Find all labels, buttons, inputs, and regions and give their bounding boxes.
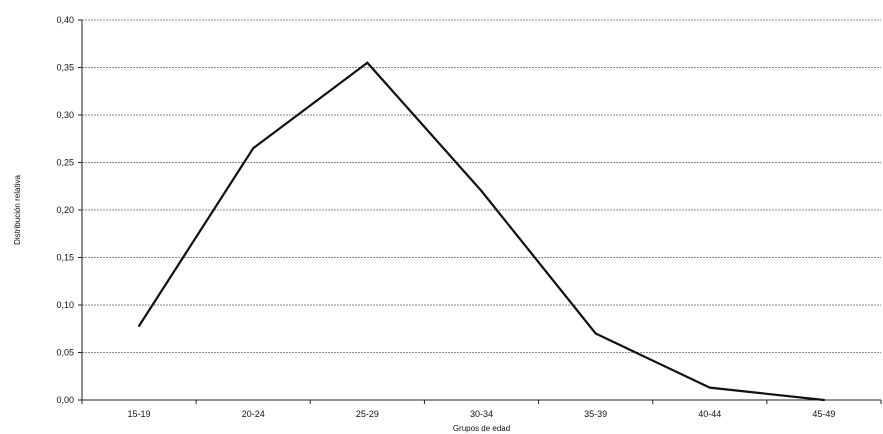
y-tick-label: 0,15 xyxy=(56,253,74,263)
y-tick-label: 0,40 xyxy=(56,15,74,25)
x-tick-label: 20-24 xyxy=(242,409,265,419)
series-point xyxy=(138,325,140,327)
series-point xyxy=(252,147,255,150)
y-tick-label: 0,10 xyxy=(56,300,74,310)
series-point xyxy=(366,61,369,64)
x-tick-label: 35-39 xyxy=(584,409,607,419)
y-tick-label: 0,00 xyxy=(56,395,74,405)
series-point xyxy=(594,332,597,335)
y-tick-label: 0,35 xyxy=(56,63,74,73)
series-point xyxy=(823,399,825,401)
series-point xyxy=(708,386,711,389)
y-tick-label: 0,25 xyxy=(56,158,74,168)
y-tick-label: 0,20 xyxy=(56,205,74,215)
grid-layer xyxy=(82,19,881,353)
x-tick-label: 15-19 xyxy=(128,409,151,419)
series-line xyxy=(137,61,826,402)
x-tick-label: 45-49 xyxy=(812,409,835,419)
x-axis-title: Grupos de edad xyxy=(453,424,510,433)
y-tick-label: 0,30 xyxy=(56,110,74,120)
series-point xyxy=(480,190,483,192)
x-tick-label: 40-44 xyxy=(698,409,721,419)
y-axis-title: Distribución relativa xyxy=(13,175,22,245)
y-tick-label: 0,05 xyxy=(56,348,74,358)
series-layer xyxy=(137,61,826,402)
labels-layer: 0,00 0,05 0,10 0,15 0,20 0,25 0,30 0,35 0,40 15-1… xyxy=(56,15,835,419)
x-tick-label: 30-34 xyxy=(470,409,493,419)
axes-layer xyxy=(78,19,882,404)
x-tick-label: 25-29 xyxy=(356,409,379,419)
